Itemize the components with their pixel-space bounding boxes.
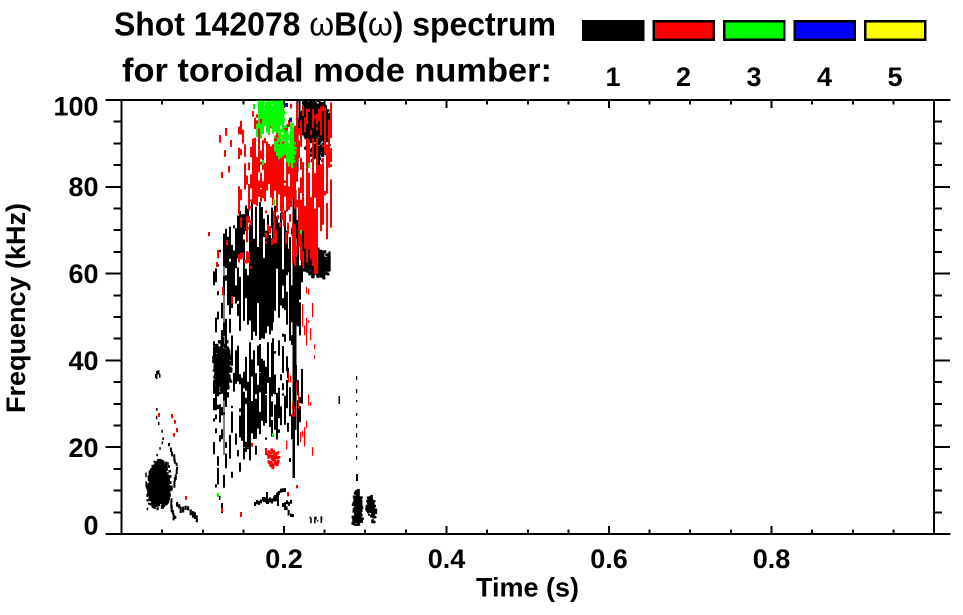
svg-text:Frequency (kHz): Frequency (kHz) — [1, 203, 31, 413]
svg-text:4: 4 — [817, 62, 832, 92]
svg-text:0.2: 0.2 — [265, 544, 303, 574]
svg-text:2: 2 — [676, 62, 691, 92]
svg-text:80: 80 — [68, 172, 98, 202]
svg-text:40: 40 — [68, 346, 98, 376]
svg-text:3: 3 — [746, 62, 761, 92]
svg-text:1: 1 — [605, 62, 620, 92]
svg-text:5: 5 — [887, 62, 902, 92]
svg-text:0.4: 0.4 — [428, 544, 466, 574]
svg-text:Shot 142078 ωB(ω) spectrum: Shot 142078 ωB(ω) spectrum — [114, 7, 556, 44]
svg-text:100: 100 — [53, 92, 98, 122]
svg-text:0: 0 — [83, 511, 98, 541]
svg-text:60: 60 — [68, 259, 98, 289]
svg-text:Time (s): Time (s) — [476, 573, 579, 603]
svg-text:for toroidal mode number:: for toroidal mode number: — [122, 53, 552, 90]
svg-text:0.8: 0.8 — [753, 544, 791, 574]
svg-text:20: 20 — [68, 433, 98, 463]
svg-text:0.6: 0.6 — [590, 544, 628, 574]
